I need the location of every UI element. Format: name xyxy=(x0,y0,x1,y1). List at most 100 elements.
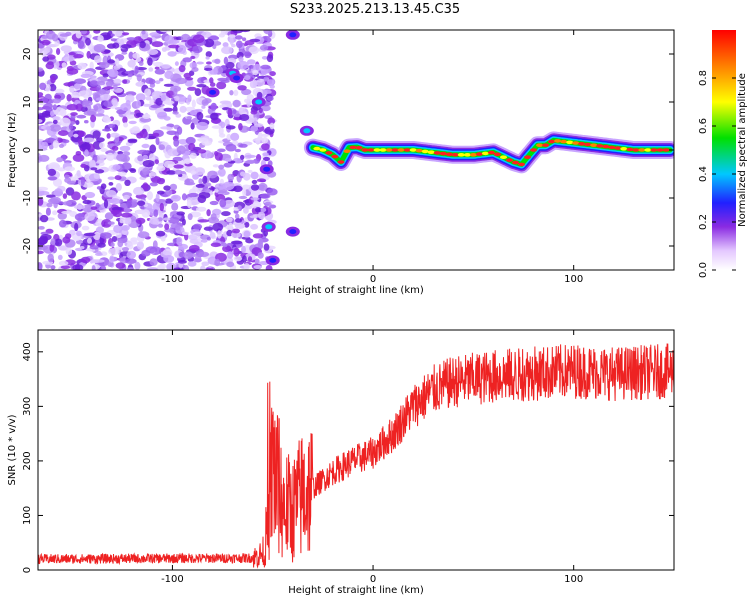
heatmap-blob xyxy=(119,202,128,209)
heatmap-blob xyxy=(179,105,187,113)
heatmap-blob xyxy=(210,213,217,221)
heatmap-blob xyxy=(252,69,259,76)
heatmap-blob xyxy=(247,169,253,173)
heatmap-blob xyxy=(58,260,69,266)
x-axis-label: Height of straight line (km) xyxy=(288,285,424,296)
heatmap-blob xyxy=(250,125,259,132)
heatmap-ridge-peak xyxy=(355,146,363,150)
heatmap-blob xyxy=(142,167,150,175)
heatmap-blob xyxy=(263,30,273,35)
heatmap-blob xyxy=(68,56,74,62)
heatmap-blob xyxy=(204,67,213,71)
heatmap-blob xyxy=(252,233,264,239)
heatmap-blob xyxy=(232,109,237,115)
heatmap-blob xyxy=(255,79,266,87)
heatmap-blob xyxy=(135,112,144,118)
heatmap-blob xyxy=(266,95,274,102)
heatmap-blob xyxy=(159,30,172,33)
heatmap-blob xyxy=(69,85,75,93)
heatmap-ridge-peak xyxy=(373,148,381,152)
heatmap-blob xyxy=(38,186,49,191)
heatmap-blob xyxy=(155,97,163,106)
heatmap-blob xyxy=(201,99,209,106)
heatmap-blob xyxy=(196,84,207,88)
y-tick-label: 10 xyxy=(22,96,33,109)
heatmap-blob xyxy=(135,209,143,214)
y-tick-label: 100 xyxy=(22,506,33,525)
heatmap-blob xyxy=(148,67,154,72)
heatmap-blob xyxy=(52,210,58,216)
heatmap-blob xyxy=(142,103,152,107)
heatmap-ridge-peak xyxy=(662,148,670,152)
heatmap-blob xyxy=(204,38,215,48)
heatmap-blob xyxy=(97,35,104,42)
heatmap-blob xyxy=(200,265,206,270)
heatmap-blob xyxy=(241,88,252,96)
heatmap-blob xyxy=(101,128,112,132)
heatmap-blob xyxy=(153,209,159,218)
heatmap-ridge-peak xyxy=(457,153,465,157)
x-tick-label: 100 xyxy=(564,274,583,285)
heatmap-blob xyxy=(56,48,61,55)
heatmap-blob xyxy=(160,126,172,130)
heatmap-blob xyxy=(115,183,122,192)
heatmap-blob xyxy=(155,137,160,146)
heatmap-blob xyxy=(220,80,230,83)
heatmap-blob xyxy=(232,228,240,234)
heatmap-blob xyxy=(52,116,61,121)
heatmap-blob xyxy=(233,89,239,96)
heatmap-blob xyxy=(96,137,105,143)
heatmap-blob xyxy=(58,143,64,148)
heatmap-ridge-peak xyxy=(596,144,604,148)
heatmap-blob xyxy=(83,232,96,237)
heatmap-blob xyxy=(203,226,213,231)
heatmap-blob xyxy=(166,130,177,136)
heatmap-blob xyxy=(230,132,240,141)
heatmap-blob xyxy=(257,132,263,140)
heatmap-ridge-peak xyxy=(554,139,562,143)
heatmap-blob xyxy=(49,196,61,204)
heatmap-blob xyxy=(201,261,210,267)
heatmap-blob xyxy=(233,75,241,81)
chart-title: S233.2025.213.13.45.C35 xyxy=(289,2,461,17)
heatmap-blob xyxy=(75,30,82,39)
colorbar-tick-label: 0.6 xyxy=(698,118,709,134)
heatmap-blob xyxy=(155,80,161,85)
heatmap-blob xyxy=(153,61,164,67)
heatmap-blob xyxy=(142,113,151,120)
heatmap-blob xyxy=(110,242,115,248)
heatmap-blob xyxy=(128,51,134,60)
heatmap-blob xyxy=(80,73,92,78)
heatmap-blob xyxy=(244,154,257,158)
heatmap-blob xyxy=(147,49,159,55)
heatmap-blob xyxy=(77,62,87,70)
heatmap-blob xyxy=(148,78,156,85)
heatmap-blob xyxy=(52,178,63,187)
heatmap-blob xyxy=(50,265,56,270)
heatmap-blob xyxy=(227,108,233,117)
heatmap-blob xyxy=(163,107,174,112)
heatmap-blob xyxy=(84,212,95,222)
heatmap-ridge-peak xyxy=(584,142,592,147)
heatmap-blob xyxy=(177,44,187,54)
heatmap-blob xyxy=(47,253,54,263)
heatmap-blob xyxy=(96,186,102,190)
colorbar-tick-label: 0.0 xyxy=(698,262,709,278)
heatmap-ridge-peak xyxy=(626,147,634,152)
heatmap-blob xyxy=(111,98,118,106)
heatmap-ridge-peak xyxy=(566,140,574,145)
heatmap-ridge-peak xyxy=(361,148,369,152)
heatmap-blob xyxy=(93,44,106,53)
heatmap-blob xyxy=(110,209,120,215)
heatmap-blob xyxy=(49,110,55,117)
heatmap-blob xyxy=(76,230,82,237)
heatmap-blob xyxy=(255,138,261,145)
heatmap-blob xyxy=(139,129,148,139)
heatmap-blob xyxy=(220,30,226,36)
heatmap-blob xyxy=(181,193,187,201)
heatmap-blob xyxy=(243,230,251,238)
heatmap-blob xyxy=(138,61,144,66)
heatmap-blob xyxy=(54,238,63,247)
heatmap-blob xyxy=(148,135,157,139)
heatmap-blob xyxy=(178,65,186,73)
